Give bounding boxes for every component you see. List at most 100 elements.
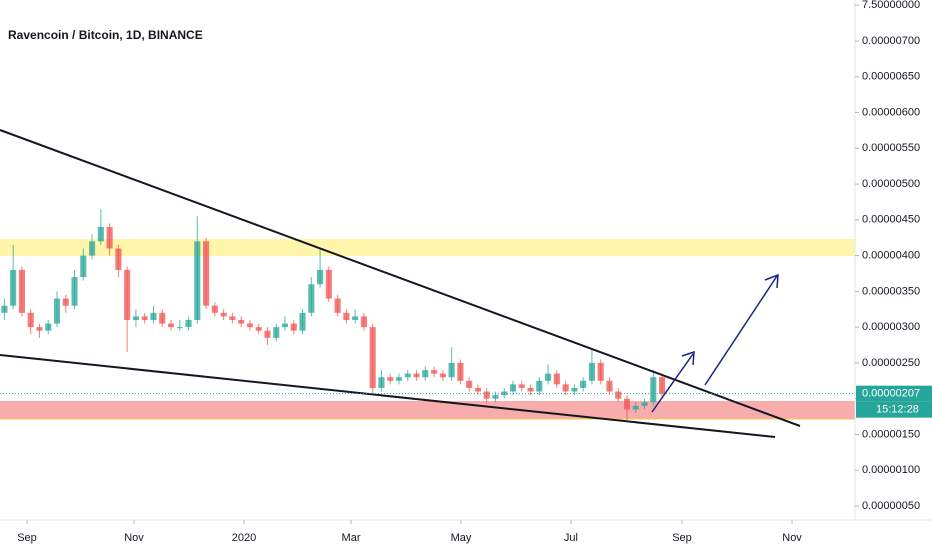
arrow-head bbox=[681, 350, 695, 366]
candle-body bbox=[325, 269, 332, 299]
candle-body bbox=[404, 373, 411, 378]
candle-body bbox=[343, 312, 350, 320]
y-tick-label: 0.00000100 bbox=[862, 464, 920, 476]
y-tick-label: 0.00000700 bbox=[862, 35, 920, 47]
candle-body bbox=[115, 248, 122, 270]
candle-body bbox=[264, 330, 271, 338]
y-tick-label: 0.00000300 bbox=[862, 321, 920, 333]
candle-body bbox=[650, 377, 657, 403]
last-price-box bbox=[856, 385, 932, 402]
candle-body bbox=[71, 277, 78, 306]
x-tick-label: May bbox=[451, 532, 472, 544]
candle-body bbox=[53, 298, 61, 324]
y-tick-label: 7.50000000 bbox=[862, 0, 920, 11]
last-price-label: 0.00000207 bbox=[862, 388, 920, 400]
candle-body bbox=[176, 327, 183, 329]
candle-body bbox=[290, 323, 297, 331]
candle-body bbox=[299, 312, 306, 331]
candle-body bbox=[474, 387, 481, 392]
candles bbox=[1, 209, 666, 421]
candle-body bbox=[141, 316, 148, 320]
candle-body bbox=[281, 323, 289, 328]
x-tick-label: Jul bbox=[564, 532, 578, 544]
candle-body bbox=[352, 316, 359, 320]
candle-body bbox=[457, 362, 464, 381]
y-tick-label: 0.00000050 bbox=[862, 500, 920, 512]
candle-body bbox=[159, 312, 166, 324]
candle-body bbox=[273, 327, 280, 338]
candle-body bbox=[246, 323, 253, 328]
candle-body bbox=[80, 255, 87, 278]
x-tick-label: Sep bbox=[17, 532, 37, 544]
candle-body bbox=[211, 305, 218, 313]
candle-body bbox=[203, 241, 210, 306]
arrow-head bbox=[764, 273, 779, 289]
candle-body bbox=[27, 312, 34, 328]
candle-body bbox=[97, 226, 104, 242]
y-tick-label: 0.00000650 bbox=[862, 71, 920, 83]
candle-body bbox=[62, 298, 69, 306]
candle-body bbox=[518, 384, 525, 388]
candle-body bbox=[89, 241, 96, 256]
arrow bbox=[704, 275, 778, 386]
candle-body bbox=[18, 269, 25, 313]
x-tick-label: Nov bbox=[782, 532, 802, 544]
y-tick-label: 0.00000500 bbox=[862, 178, 920, 190]
candle-body bbox=[185, 319, 192, 328]
candle-body bbox=[238, 319, 245, 324]
chart-title: Ravencoin / Bitcoin, 1D, BINANCE bbox=[8, 28, 203, 42]
resistance-zone bbox=[0, 239, 855, 256]
zones bbox=[0, 239, 855, 420]
countdown-label: 15:12:28 bbox=[876, 404, 919, 416]
candle-body bbox=[606, 380, 613, 392]
candle-body bbox=[509, 384, 517, 392]
candle-body bbox=[527, 387, 534, 392]
candle-body bbox=[395, 377, 403, 381]
candle-body bbox=[588, 362, 595, 381]
candle-body bbox=[132, 316, 139, 320]
candle-body bbox=[623, 398, 631, 410]
drawings bbox=[0, 129, 801, 438]
candle-body bbox=[413, 373, 420, 378]
x-tick-label: Nov bbox=[124, 532, 144, 544]
arrow bbox=[651, 353, 694, 413]
candle-body bbox=[167, 323, 175, 328]
candle-body bbox=[580, 380, 587, 388]
candle-body bbox=[308, 284, 315, 313]
y-tick-label: 0.00000250 bbox=[862, 357, 920, 369]
candle-body bbox=[536, 380, 543, 392]
candle-body bbox=[106, 226, 113, 249]
candle-body bbox=[553, 373, 560, 385]
candle-body bbox=[220, 312, 227, 317]
candle-body bbox=[360, 316, 367, 328]
candle-body bbox=[659, 377, 666, 394]
x-tick-label: Mar bbox=[342, 532, 361, 544]
candle-body bbox=[632, 405, 639, 410]
candle-body bbox=[317, 269, 324, 285]
candle-body bbox=[255, 327, 262, 331]
candle-body bbox=[439, 373, 446, 378]
candle-body bbox=[431, 370, 438, 374]
candle-body bbox=[387, 377, 394, 381]
y-tick-label: 0.00000550 bbox=[862, 142, 920, 154]
candle-body bbox=[229, 316, 236, 320]
x-tick-label: 2020 bbox=[232, 532, 256, 544]
candle-body bbox=[124, 269, 131, 320]
y-tick-label: 0.00000350 bbox=[862, 285, 920, 297]
support-zone bbox=[0, 401, 855, 419]
candle-body bbox=[641, 402, 648, 406]
trendline-lower bbox=[0, 354, 776, 438]
candle-body bbox=[615, 391, 622, 399]
x-tick-label: Sep bbox=[672, 532, 692, 544]
candle-body bbox=[334, 298, 341, 313]
candle-body bbox=[422, 370, 429, 378]
candle-body bbox=[571, 387, 578, 392]
candle-body bbox=[1, 305, 8, 313]
candle-body bbox=[36, 327, 43, 331]
candle-body bbox=[45, 323, 52, 331]
candle-body bbox=[10, 269, 17, 306]
candle-body bbox=[483, 391, 490, 399]
trendline-upper bbox=[0, 129, 801, 427]
